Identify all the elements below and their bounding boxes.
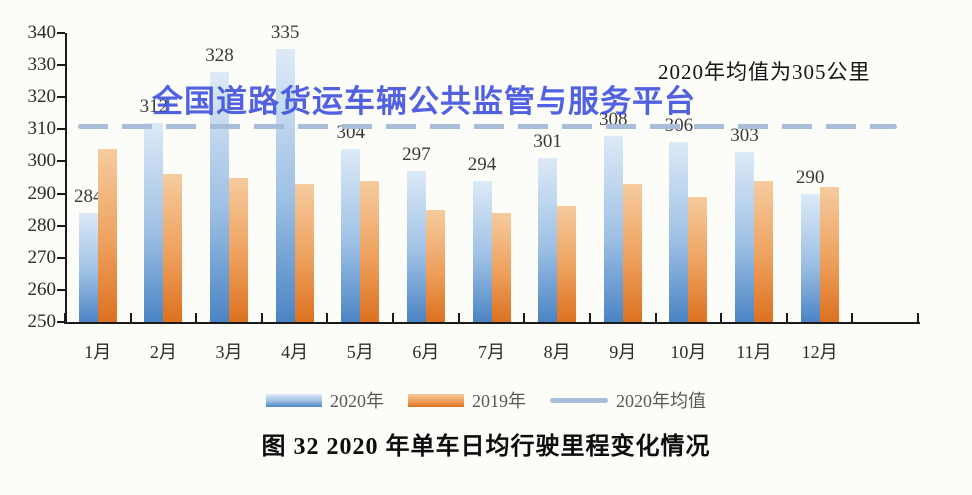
bar-2019年-10月 [688,196,708,322]
y-tick [57,192,65,195]
legend-label-2020: 2020年 [330,391,384,411]
x-tick [195,313,198,322]
bar-2020年-5月 [341,148,361,322]
bar-2020年-12月 [800,193,820,322]
bar-2020年-6月 [406,171,426,322]
x-axis-label-1月: 1月 [84,342,112,362]
x-axis-label-9月: 9月 [609,342,637,362]
y-tick-label: 320 [27,86,57,108]
bar-value-label-4月: 335 [270,22,300,44]
y-tick-label: 260 [27,278,57,300]
x-axis-label-12月: 12月 [801,342,838,362]
y-tick-label: 250 [27,311,57,332]
mean-dashed-line [78,124,897,130]
y-tick-label: 290 [27,182,57,204]
x-axis-label-5月: 5月 [346,342,374,362]
legend-item-2020: 2020年 [266,387,384,413]
x-tick [851,313,854,322]
bar-value-label-6月: 297 [402,144,431,166]
y-tick-label: 330 [27,54,57,76]
bar-2020年-1月 [78,212,98,322]
bar-2019年-9月 [622,183,642,322]
bar-2019年-2月 [163,174,183,322]
y-tick [57,160,65,163]
bar-2020年-11月 [734,151,754,322]
legend-label-mean: 2020年均值 [616,391,706,411]
mean-annotation: 2020年均值为305公里 [658,60,871,84]
y-tick [57,224,65,227]
y-tick-label: 340 [27,22,57,43]
legend-item-mean: 2020年均值 [550,387,706,413]
x-tick [720,313,723,322]
x-axis-label-2月: 2月 [149,342,177,362]
legend-mean-line-swatch [550,397,608,403]
bar-2020年-2月 [144,122,164,322]
bar-value-label-12月: 290 [795,166,825,188]
bar-2020年-4月 [275,49,295,322]
x-axis-label-8月: 8月 [543,342,571,362]
bar-2019年-8月 [557,206,577,322]
bar-2019年-11月 [753,180,773,322]
x-tick [785,313,788,322]
figure-caption: 图 32 2020 年单车日均行驶里程变化情况 [261,434,711,460]
bar-value-label-8月: 301 [533,131,562,153]
x-tick [129,313,132,322]
bar-2019年-4月 [294,183,314,322]
y-tick-label: 300 [27,150,57,172]
bar-value-label-2月: 312 [139,95,169,117]
bar-value-label-7月: 294 [467,153,497,175]
x-tick [260,313,263,322]
legend-swatch-2019 [408,393,464,407]
x-tick [64,313,66,322]
x-axis-line [64,322,920,324]
legend-item-2019: 2019年 [408,387,526,413]
legend-swatch-2020 [266,393,322,407]
bar-2020年-7月 [472,180,492,322]
y-tick [57,288,65,291]
bar-2020年-10月 [669,142,689,322]
y-tick [57,321,65,323]
watermark-text: 全国道路货运车辆公共监管与服务平台 [152,84,696,119]
x-axis-label-3月: 3月 [215,342,243,362]
y-tick-label: 310 [27,118,57,140]
bar-2019年-3月 [229,177,249,322]
y-tick [57,64,65,67]
y-tick [57,32,65,34]
legend-label-2019: 2019年 [472,391,526,411]
bar-2020年-3月 [210,71,230,322]
bar-2019年-5月 [360,180,380,322]
x-tick [654,313,657,322]
bar-2019年-6月 [425,209,445,322]
bar-value-label-3月: 328 [205,44,234,66]
y-tick [57,128,65,131]
x-tick [917,313,919,322]
y-tick [57,96,65,99]
x-axis-label-11月: 11月 [736,342,772,362]
bar-value-label-1月: 284 [74,185,103,207]
y-tick-label: 280 [27,214,57,236]
bar-2019年-7月 [491,212,511,322]
x-tick [392,313,395,322]
x-axis-label-6月: 6月 [412,342,440,362]
x-tick [326,313,329,322]
x-axis-label-4月: 4月 [281,342,309,362]
y-tick [57,256,65,259]
bar-2019年-12月 [819,187,839,322]
y-tick-label: 270 [27,246,57,268]
bar-value-label-11月: 303 [730,124,759,146]
legend: 2020年 2019年 2020年均值 [0,387,972,413]
x-tick [457,313,460,322]
bar-2019年-1月 [97,148,117,322]
x-tick [588,313,591,322]
y-axis-line [65,33,67,324]
x-axis-label-7月: 7月 [478,342,505,362]
x-tick [523,313,526,322]
x-axis-label-10月: 10月 [670,342,707,362]
bar-2020年-8月 [538,158,558,322]
bar-2020年-9月 [603,135,623,322]
